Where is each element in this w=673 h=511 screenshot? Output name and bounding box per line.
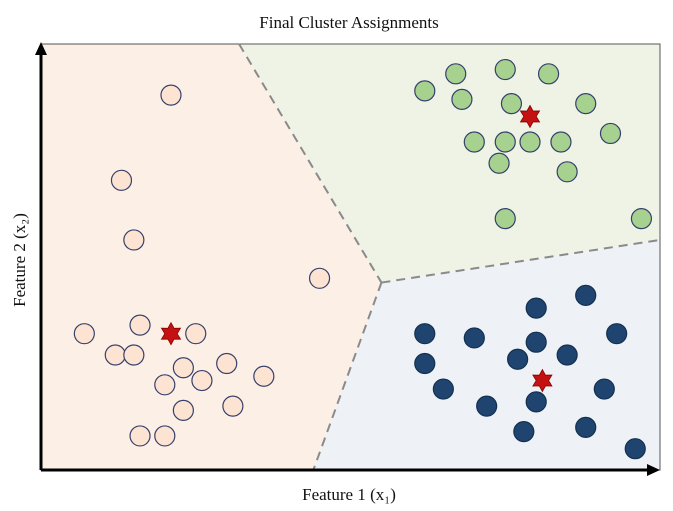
cluster-1-point (191, 369, 213, 392)
cluster-1-point (73, 323, 95, 345)
cluster-1-point (104, 344, 126, 366)
cluster-3-point (525, 297, 547, 319)
cluster-1-point (123, 344, 145, 366)
boundary-line-2 (381, 238, 661, 284)
decision-boundaries (238, 43, 661, 471)
cluster-2-point (451, 88, 473, 110)
cluster-3-point (575, 416, 597, 438)
cluster-1-point (154, 425, 176, 447)
cluster-2-point (556, 161, 578, 183)
chart-title: Final Cluster Assignments (259, 13, 438, 32)
boundary-line-3 (312, 282, 383, 471)
centroid-markers (160, 104, 553, 393)
y-axis-arrowhead (35, 42, 47, 55)
cluster-1-point (172, 357, 194, 379)
cluster-2-point (463, 131, 485, 153)
cluster-1-point (110, 169, 133, 191)
cluster-2-point (500, 93, 523, 115)
cluster-3-point (432, 378, 454, 400)
cluster-1-point (222, 395, 244, 417)
cluster-1-centroid-star (160, 321, 182, 346)
y-axis-label: Feature 2 (x₂) (10, 213, 29, 307)
cluster-3-point (414, 323, 436, 345)
cluster-3-region (313, 239, 660, 470)
cluster-2-region (239, 44, 660, 283)
cluster-3-point (476, 395, 498, 417)
x-axis-arrowhead (647, 464, 660, 476)
cluster-3-point (513, 421, 535, 443)
cluster-2-point (488, 152, 510, 174)
cluster-1-point (216, 352, 238, 375)
cluster-3-point (507, 348, 529, 370)
boundary-line-1 (238, 43, 383, 284)
cluster-1-point (172, 399, 194, 421)
x-axis-label: Feature 1 (x₁) (302, 485, 396, 504)
cluster-2-point (537, 63, 560, 85)
cluster-3-centroid-star (532, 368, 553, 393)
cluster-1-region (41, 44, 382, 470)
cluster-2-point (494, 131, 516, 153)
cluster-2-point (575, 93, 597, 115)
cluster-2-centroid-star (519, 104, 541, 129)
cluster-1-point (253, 365, 275, 387)
cluster-2-point (414, 80, 436, 102)
cluster-3-point (624, 438, 646, 460)
cluster-2-point (550, 131, 572, 153)
cluster-2-point (494, 58, 516, 81)
cluster-2-point (445, 63, 467, 85)
cluster-1-point (160, 84, 182, 106)
cluster-1-point (129, 314, 151, 336)
cluster-3-point (575, 284, 597, 306)
cluster-2-point (519, 131, 541, 153)
cluster-2-point (599, 122, 622, 145)
cluster-3-point (463, 327, 485, 349)
cluster-3-point (414, 352, 436, 375)
cluster-1-point (123, 229, 145, 251)
cluster-3-point (525, 391, 547, 413)
cluster-3-point (525, 331, 547, 353)
cluster-3-point (593, 378, 615, 400)
cluster-1-point (185, 323, 207, 345)
cluster-1-point (308, 267, 331, 289)
cluster-2-point (630, 208, 653, 230)
cluster-regions (40, 43, 661, 471)
cluster-3-point (606, 323, 628, 345)
cluster-1-point (129, 425, 151, 447)
data-points (73, 58, 653, 460)
cluster-2-point (494, 208, 516, 230)
cluster-1-point (154, 374, 176, 396)
cluster-3-point (556, 344, 578, 366)
